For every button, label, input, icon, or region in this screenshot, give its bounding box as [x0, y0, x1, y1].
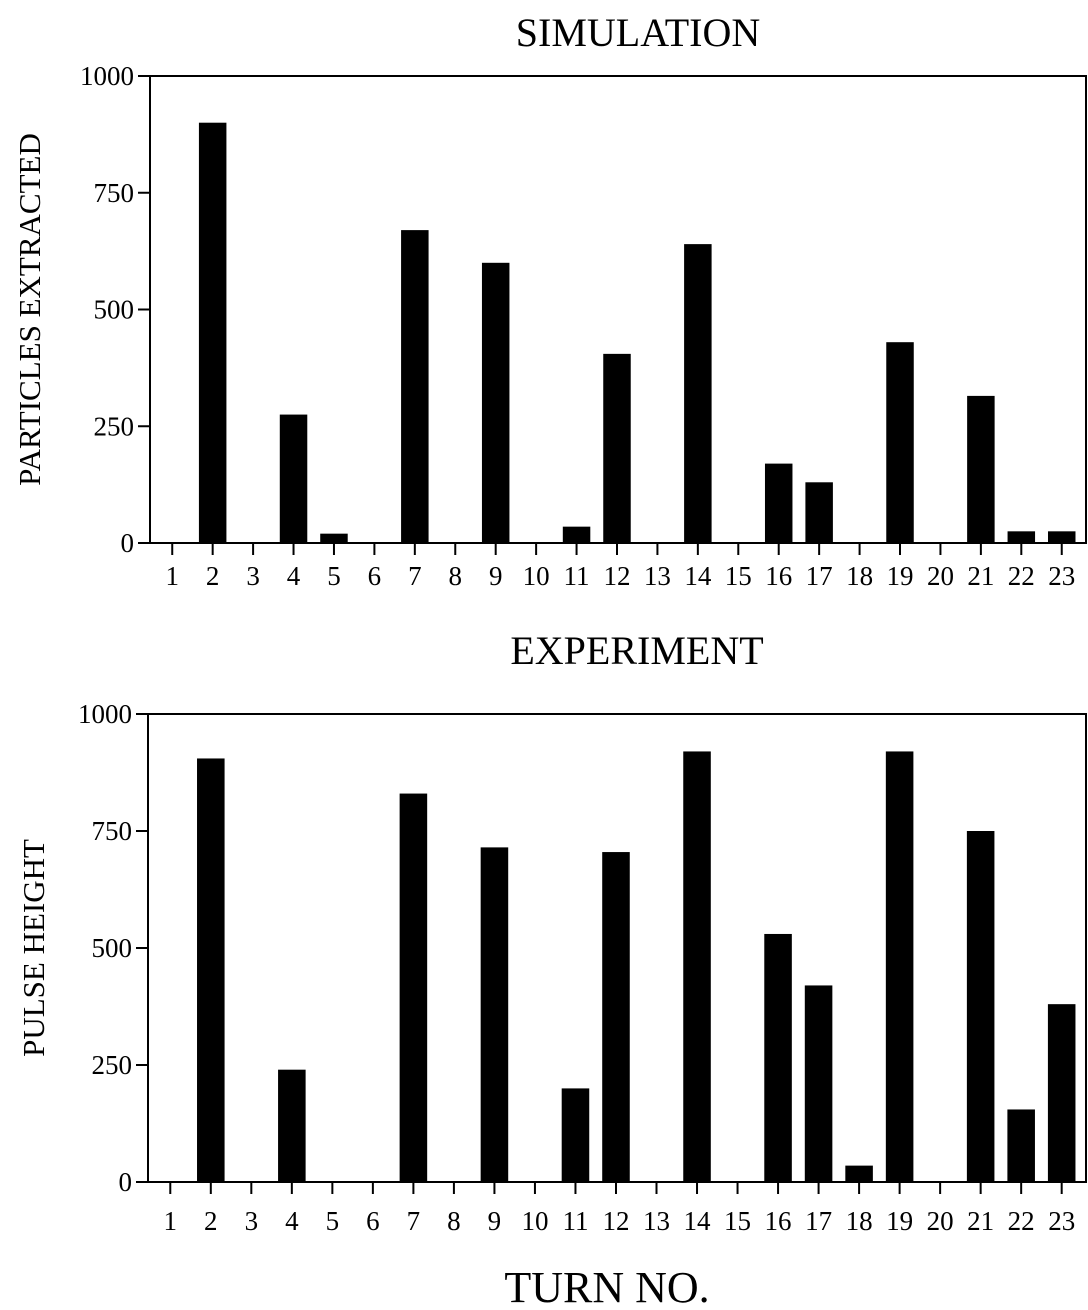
bar	[886, 342, 914, 543]
x-tick-label: 19	[887, 561, 914, 591]
bar	[562, 526, 591, 543]
x-tick-label: 9	[489, 561, 503, 591]
x-tick-label: 5	[327, 561, 341, 591]
bar	[278, 1069, 306, 1182]
x-tick-label: 7	[407, 1206, 421, 1236]
bar	[764, 463, 793, 543]
y-tick-label: 750	[94, 178, 135, 208]
x-tick-label: 22	[1008, 1206, 1035, 1236]
y-tick-label: 0	[121, 528, 135, 558]
x-tick-label: 12	[603, 561, 630, 591]
x-tick-label: 16	[765, 1206, 792, 1236]
x-tick-label: 23	[1048, 561, 1075, 591]
x-tick-label: 18	[846, 561, 873, 591]
x-tick-label: 23	[1048, 1206, 1075, 1236]
x-tick-label: 22	[1008, 561, 1035, 591]
bar	[1007, 1109, 1035, 1182]
bar	[684, 244, 712, 543]
bar	[1007, 531, 1036, 543]
bar	[561, 1088, 590, 1182]
x-tick-label: 19	[886, 1206, 913, 1236]
x-tick-label: 4	[285, 1206, 299, 1236]
x-tick-label: 1	[164, 1206, 178, 1236]
x-tick-label: 2	[204, 1206, 218, 1236]
y-tick-label: 500	[94, 295, 135, 325]
y-axis-label: PARTICLES EXTRACTED	[12, 133, 47, 486]
bar	[197, 758, 225, 1182]
x-tick-label: 20	[927, 1206, 954, 1236]
x-tick-label: 2	[206, 561, 220, 591]
y-tick-label: 250	[94, 411, 135, 441]
bar	[481, 262, 510, 543]
bar	[805, 482, 833, 543]
x-tick-label: 10	[523, 561, 550, 591]
x-tick-label: 10	[521, 1206, 548, 1236]
y-tick-label: 750	[92, 816, 133, 846]
x-tick-label: 16	[765, 561, 792, 591]
y-axis-label: PULSE HEIGHT	[16, 839, 51, 1057]
x-tick-label: 15	[725, 561, 752, 591]
x-tick-label: 13	[644, 561, 671, 591]
bar	[804, 985, 833, 1182]
x-tick-label: 21	[967, 561, 994, 591]
x-tick-label: 11	[562, 1206, 588, 1236]
x-tick-label: 14	[684, 561, 712, 591]
bar	[764, 933, 792, 1182]
x-tick-label: 7	[408, 561, 422, 591]
bar	[603, 353, 631, 543]
chart-title: EXPERIMENT	[510, 628, 763, 673]
bar	[967, 395, 995, 543]
x-tick-label: 13	[643, 1206, 670, 1236]
bar	[480, 847, 509, 1182]
x-tick-label: 6	[368, 561, 382, 591]
simulation-panel: SIMULATION PARTICLES EXTRACTED 0 250 500 750 1…	[12, 10, 1087, 591]
bar	[1047, 1004, 1076, 1182]
bar	[885, 751, 914, 1182]
bar	[966, 831, 995, 1182]
x-tick-label: 17	[806, 561, 833, 591]
bar	[845, 1165, 873, 1182]
x-axis-label: TURN NO.	[504, 1263, 709, 1310]
x-tick-label: 8	[449, 561, 463, 591]
bar	[683, 751, 711, 1182]
x-tick-label: 5	[326, 1206, 340, 1236]
bar	[198, 122, 227, 543]
x-tick-label: 3	[245, 1206, 259, 1236]
chart-title: SIMULATION	[516, 10, 760, 55]
y-tick-label: 1000	[80, 61, 134, 91]
x-tick-label: 15	[724, 1206, 751, 1236]
x-tick-label: 14	[684, 1206, 712, 1236]
x-tick-label: 12	[602, 1206, 629, 1236]
y-tick-label: 250	[92, 1050, 133, 1080]
x-tick-label: 20	[927, 561, 954, 591]
bar	[399, 793, 428, 1182]
x-tick-label: 17	[805, 1206, 832, 1236]
y-tick-label: 500	[92, 933, 133, 963]
x-tick-label: 1	[165, 561, 179, 591]
bar	[401, 230, 429, 544]
bar	[320, 533, 348, 543]
y-tick-label: 0	[119, 1167, 133, 1197]
x-tick-label: 3	[246, 561, 260, 591]
x-tick-label: 8	[447, 1206, 461, 1236]
x-tick-label: 21	[967, 1206, 994, 1236]
bar	[602, 852, 630, 1182]
x-tick-label: 11	[564, 561, 590, 591]
y-tick-label: 1000	[78, 699, 132, 729]
bar	[1047, 531, 1076, 543]
x-tick-label: 18	[846, 1206, 873, 1236]
x-tick-label: 9	[488, 1206, 502, 1236]
x-tick-label: 4	[287, 561, 301, 591]
x-tick-label: 6	[366, 1206, 380, 1236]
bar	[279, 414, 308, 543]
